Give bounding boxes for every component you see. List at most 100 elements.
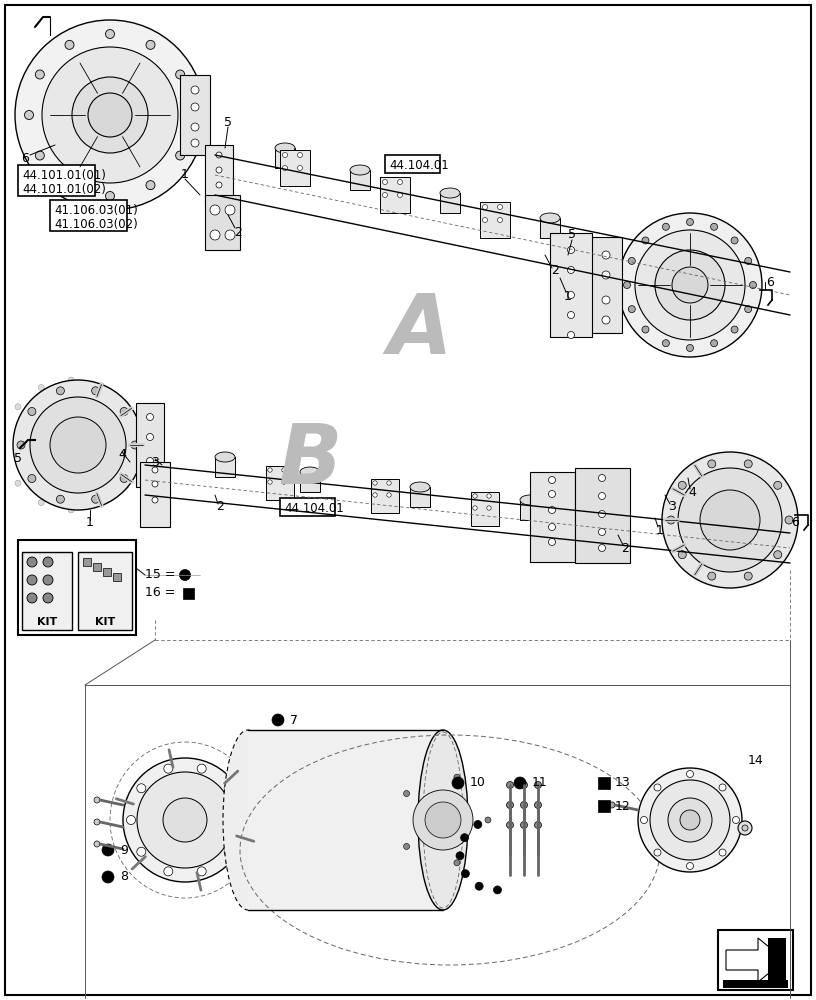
Circle shape (137, 784, 146, 793)
Circle shape (68, 377, 74, 383)
Circle shape (216, 167, 222, 173)
Circle shape (534, 822, 542, 828)
Circle shape (642, 237, 649, 244)
Bar (723, 980, 788, 988)
Text: 16 =: 16 = (145, 585, 180, 598)
Circle shape (602, 271, 610, 279)
Bar (18, 165, 95, 196)
Polygon shape (726, 938, 785, 982)
Text: 8: 8 (120, 870, 128, 884)
Circle shape (94, 797, 100, 803)
Text: 1: 1 (564, 290, 572, 302)
Circle shape (548, 524, 556, 530)
Circle shape (225, 230, 235, 240)
Text: 5: 5 (224, 115, 232, 128)
Text: 3: 3 (668, 500, 676, 514)
Circle shape (35, 151, 44, 160)
Circle shape (482, 205, 487, 210)
Circle shape (686, 219, 694, 226)
Circle shape (197, 867, 206, 876)
Circle shape (272, 714, 284, 726)
Circle shape (472, 494, 477, 498)
Circle shape (482, 218, 487, 223)
Circle shape (91, 387, 100, 395)
Circle shape (224, 847, 233, 856)
Text: 44.101.01(01): 44.101.01(01) (22, 169, 106, 182)
Circle shape (147, 414, 153, 420)
Circle shape (43, 557, 53, 567)
Circle shape (216, 152, 222, 158)
Circle shape (268, 480, 273, 484)
Circle shape (122, 483, 129, 489)
Circle shape (136, 457, 142, 463)
Bar (480, 202, 510, 238)
Circle shape (282, 480, 286, 484)
Circle shape (120, 407, 128, 415)
Ellipse shape (440, 188, 460, 198)
Circle shape (567, 246, 574, 253)
Text: 1: 1 (86, 516, 94, 530)
Circle shape (15, 480, 21, 486)
Circle shape (686, 862, 694, 869)
Circle shape (654, 849, 661, 856)
Circle shape (521, 802, 527, 808)
Circle shape (191, 123, 199, 131)
Text: 2: 2 (551, 263, 559, 276)
Circle shape (662, 452, 798, 588)
Circle shape (654, 784, 661, 791)
Circle shape (548, 477, 556, 484)
Circle shape (602, 251, 610, 259)
Text: 5: 5 (568, 229, 576, 241)
Circle shape (13, 380, 143, 510)
Circle shape (191, 139, 199, 147)
Circle shape (628, 306, 636, 313)
Circle shape (175, 70, 184, 79)
Circle shape (397, 192, 402, 198)
Circle shape (180, 570, 190, 580)
Circle shape (234, 816, 243, 824)
Circle shape (456, 852, 464, 860)
Bar (215, 457, 235, 477)
Circle shape (27, 593, 37, 603)
Text: 9: 9 (120, 844, 128, 856)
Circle shape (678, 468, 782, 572)
Bar (50, 200, 126, 231)
Circle shape (191, 86, 199, 94)
Circle shape (24, 110, 33, 119)
Circle shape (460, 834, 468, 842)
Circle shape (224, 784, 233, 793)
Circle shape (650, 780, 730, 860)
Circle shape (774, 481, 782, 489)
Circle shape (598, 528, 605, 536)
Text: 2: 2 (216, 500, 224, 514)
Circle shape (102, 844, 114, 856)
Circle shape (175, 151, 184, 160)
Circle shape (750, 282, 756, 288)
Text: 44.104.01: 44.104.01 (284, 502, 344, 515)
Circle shape (126, 816, 135, 824)
Circle shape (452, 777, 464, 789)
Circle shape (711, 340, 717, 347)
Circle shape (598, 475, 605, 482)
Circle shape (27, 575, 37, 585)
Circle shape (521, 822, 527, 828)
Circle shape (94, 841, 100, 847)
Bar (183, 588, 194, 599)
Circle shape (191, 103, 199, 111)
Circle shape (618, 213, 762, 357)
Bar (248, 730, 443, 910)
Circle shape (487, 494, 491, 498)
Circle shape (744, 572, 752, 580)
Circle shape (602, 296, 610, 304)
Text: 6: 6 (766, 275, 774, 288)
Circle shape (534, 802, 542, 808)
Text: 6: 6 (791, 516, 799, 528)
Circle shape (147, 434, 153, 440)
Circle shape (35, 70, 44, 79)
Circle shape (387, 481, 391, 485)
Circle shape (461, 870, 469, 878)
Circle shape (146, 181, 155, 190)
Text: 5: 5 (14, 452, 22, 464)
Circle shape (485, 817, 491, 823)
Circle shape (298, 152, 303, 157)
